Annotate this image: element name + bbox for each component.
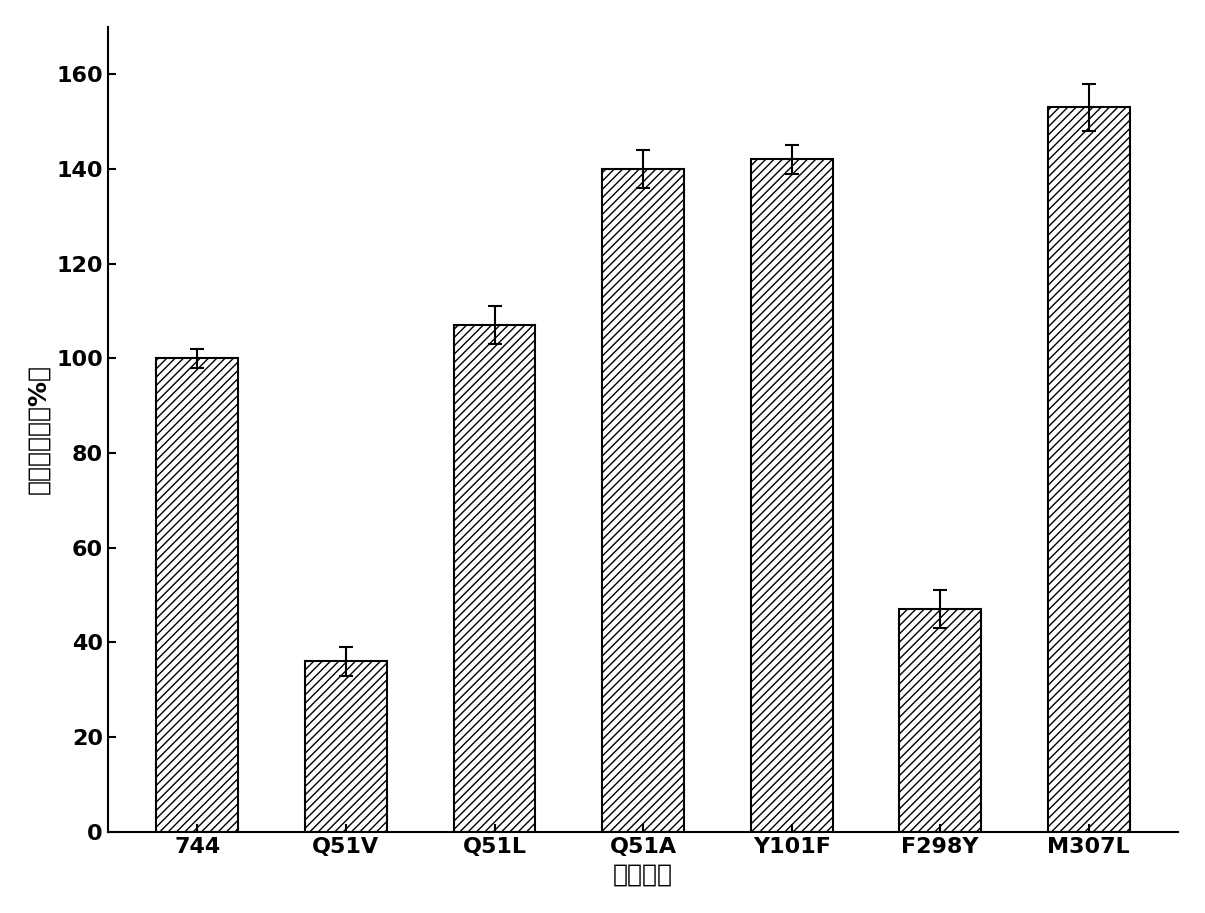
Bar [453,325,535,832]
Bar [157,358,239,832]
Bar [1048,107,1129,832]
Bar [751,159,833,832]
X-axis label: 突变位点: 突变位点 [613,863,674,887]
Y-axis label: 相对比酶活（%）: 相对比酶活（%） [27,364,51,494]
Bar [899,609,981,832]
Bar [602,169,684,832]
Bar [305,661,387,832]
